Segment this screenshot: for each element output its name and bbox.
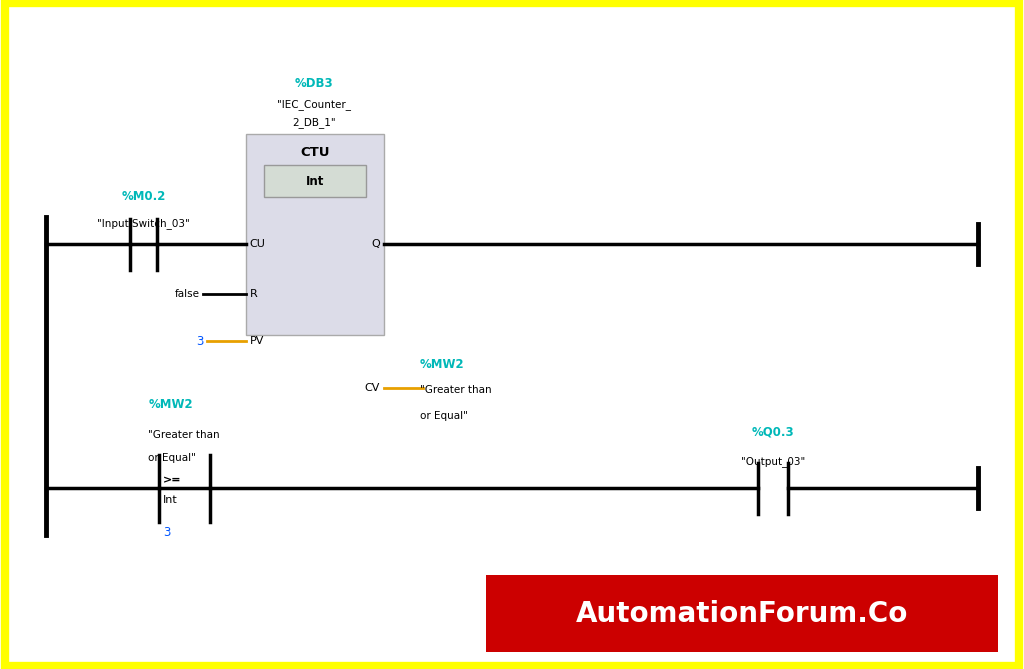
Text: Int: Int xyxy=(306,175,324,188)
Text: or Equal": or Equal" xyxy=(148,453,197,463)
Text: %MW2: %MW2 xyxy=(420,359,465,371)
Text: %MW2: %MW2 xyxy=(148,399,194,411)
Text: or Equal": or Equal" xyxy=(420,411,468,421)
Text: %M0.2: %M0.2 xyxy=(121,190,166,203)
Bar xyxy=(264,165,366,197)
Text: "Greater than: "Greater than xyxy=(148,430,220,440)
Text: AutomationForum.Co: AutomationForum.Co xyxy=(577,600,908,628)
Text: %DB3: %DB3 xyxy=(295,78,334,90)
Text: >=: >= xyxy=(163,476,181,485)
Text: false: false xyxy=(175,290,200,299)
Text: Q: Q xyxy=(371,240,380,249)
Text: "Output_03": "Output_03" xyxy=(741,456,805,467)
Text: "IEC_Counter_: "IEC_Counter_ xyxy=(278,100,351,110)
Text: 2_DB_1": 2_DB_1" xyxy=(293,118,336,128)
Text: CU: CU xyxy=(250,240,266,249)
Text: Int: Int xyxy=(163,496,177,505)
Text: 3: 3 xyxy=(197,334,204,348)
Bar xyxy=(486,575,998,652)
Text: %Q0.3: %Q0.3 xyxy=(752,425,795,438)
Text: 3: 3 xyxy=(163,526,170,539)
Text: R: R xyxy=(250,290,258,299)
Bar xyxy=(246,134,384,334)
Text: PV: PV xyxy=(250,337,264,346)
Text: "Greater than: "Greater than xyxy=(420,385,492,395)
Text: CTU: CTU xyxy=(300,146,330,159)
Text: "Input Switch_03": "Input Switch_03" xyxy=(97,219,189,229)
Text: CV: CV xyxy=(365,383,380,393)
